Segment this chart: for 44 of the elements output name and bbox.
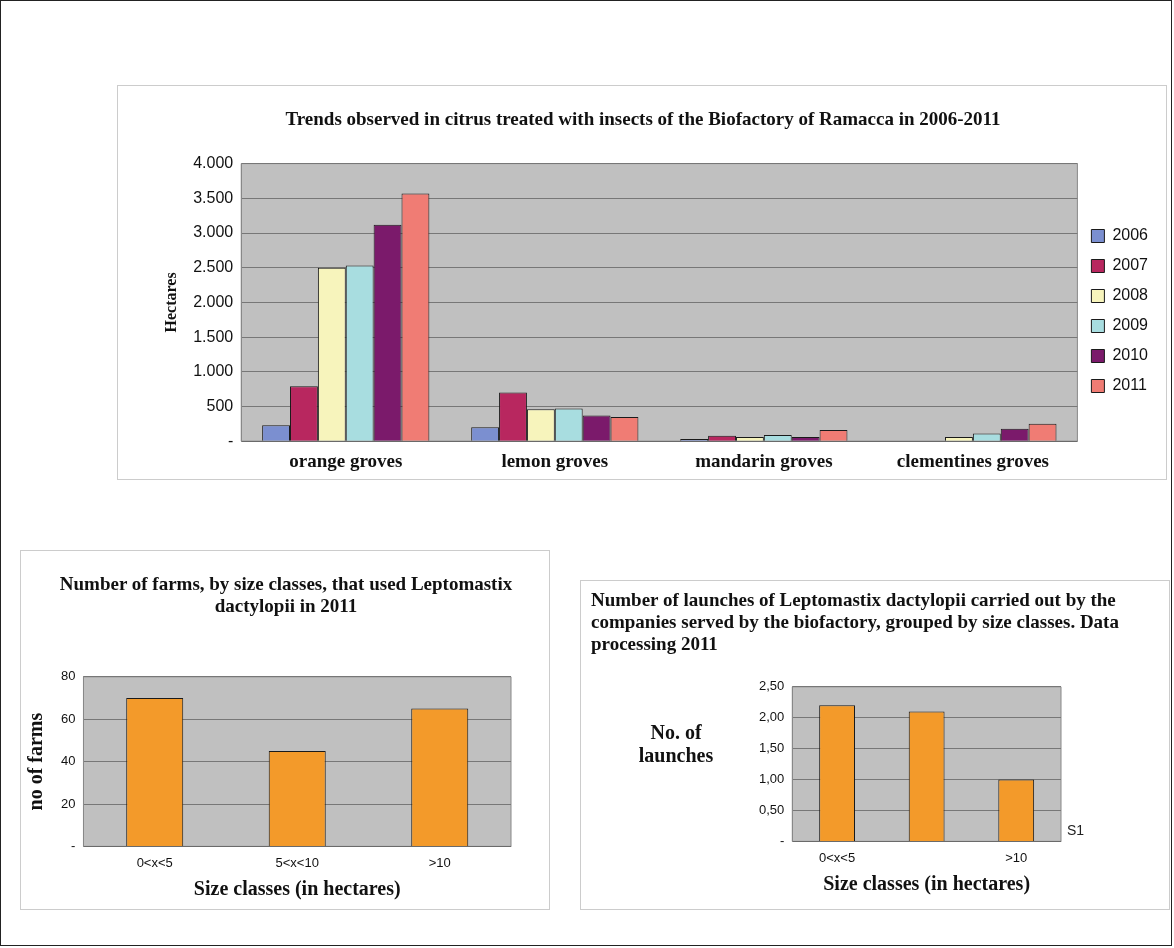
y-tick-label: -: [779, 832, 785, 848]
legend-label: 2008: [1112, 286, 1149, 304]
x-tick-label: 0<x<5: [136, 854, 173, 870]
x-tick-label: clementines groves: [896, 449, 1049, 471]
x-tick-label: orange groves: [289, 449, 403, 471]
y-tick-label: -: [71, 837, 76, 853]
chart-title: Trends observed in citrus treated with insects of the Biofactory of Ramacca in 2006-2011: [284, 108, 1002, 130]
y-tick-label: 3.500: [193, 188, 234, 206]
text: S1: [1067, 822, 1085, 839]
y-tick-label: 40: [60, 753, 76, 769]
y-tick-label: 1,50: [758, 740, 785, 756]
x-tick-label: mandarin groves: [695, 449, 833, 471]
y-tick-label: 20: [60, 795, 76, 811]
x-tick-label: 0<x<5: [819, 849, 856, 865]
y-tick-label: 4.000: [193, 154, 234, 172]
y-tick-label: 60: [60, 710, 76, 726]
chart-title: Number of farms, by size classes, that used Leptomastix dactylopii in 2011: [58, 573, 514, 617]
legend-label: 2007: [1112, 256, 1149, 274]
legend-label: 2009: [1112, 316, 1149, 334]
x-axis-title: Size classes (in hectares): [823, 872, 1031, 896]
x-tick-label: >10: [428, 854, 451, 870]
legend-label: 2010: [1112, 346, 1149, 364]
legend-label: 2006: [1112, 226, 1149, 244]
x-tick-label: lemon groves: [501, 449, 609, 471]
y-tick-label: 0,50: [758, 802, 785, 818]
y-tick-label: 500: [206, 396, 234, 414]
x-axis-title: Size classes (in hectares): [193, 877, 401, 901]
y-axis-title: Hectares: [161, 272, 179, 333]
x-tick-label: 5<x<10: [275, 854, 319, 870]
y-tick-label: 1.500: [193, 327, 234, 345]
x-tick-label: >10: [1005, 849, 1028, 865]
y-tick-label: 3.000: [193, 223, 234, 241]
y-tick-label: 2,50: [758, 678, 785, 694]
y-axis-title: No. of launches: [637, 721, 715, 767]
y-tick-label: 2,00: [758, 709, 785, 725]
y-tick-label: -: [227, 431, 234, 449]
chart-title: Number of launches of Leptomastix dactylopii carried out by the companies served by the biofactory, grouped by size classes. Data processing 2011: [591, 589, 1120, 655]
y-tick-label: 1,00: [758, 771, 785, 787]
y-tick-label: 2.500: [193, 258, 234, 276]
y-tick-label: 2.000: [193, 292, 234, 310]
y-tick-label: 1.000: [193, 362, 234, 380]
legend-label: 2011: [1112, 376, 1147, 394]
y-tick-label: 80: [60, 668, 76, 684]
y-axis-title: no of farms: [24, 712, 47, 811]
